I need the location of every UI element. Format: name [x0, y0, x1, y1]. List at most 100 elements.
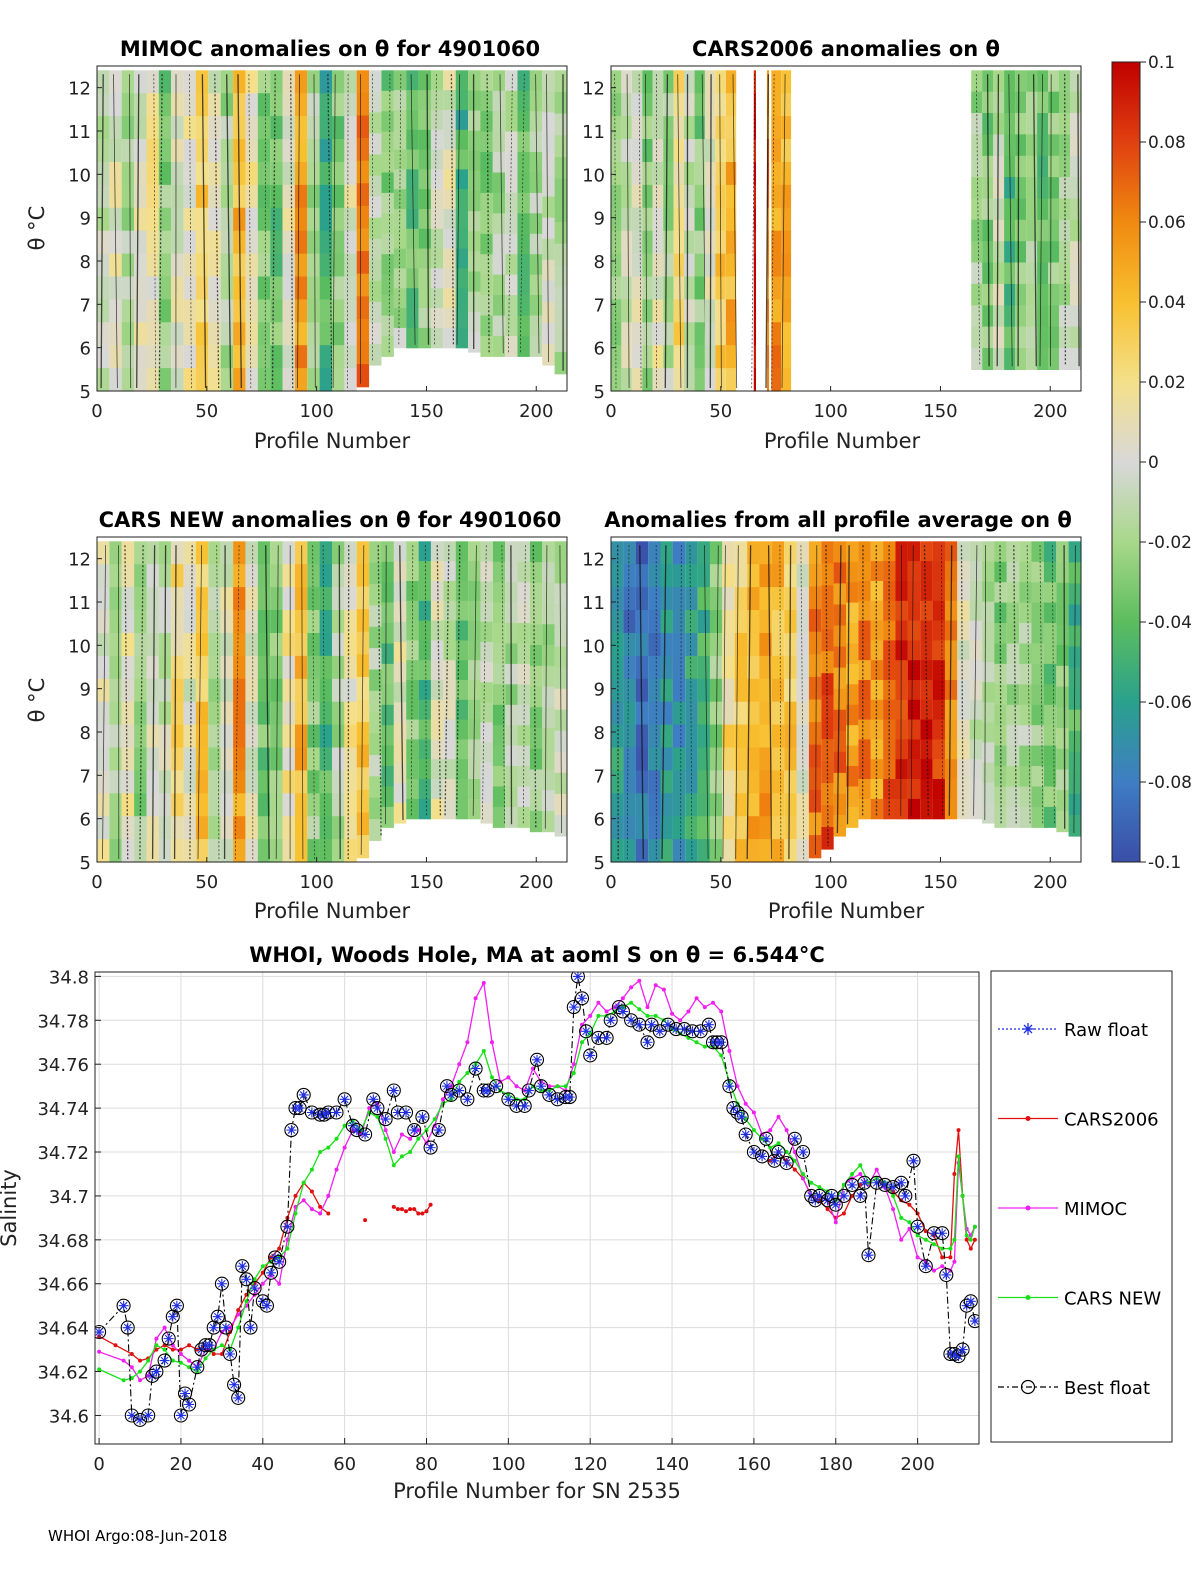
heatmap-cell — [294, 207, 308, 232]
heatmap-cell — [171, 368, 184, 392]
heatmap-cell — [1019, 541, 1032, 563]
heatmap-cell — [660, 839, 673, 863]
raw-float-marker — [949, 1348, 960, 1359]
mimoc-point — [440, 1097, 445, 1102]
heatmap-cell — [734, 816, 748, 840]
heatmap-cell — [146, 678, 159, 703]
heatmap-cell — [685, 793, 698, 817]
heatmap-cell — [307, 116, 320, 140]
cars2006-point — [420, 1211, 425, 1216]
heatmap-cell — [121, 633, 135, 657]
heatmap-cell — [171, 839, 184, 863]
heatmap-cell — [393, 70, 407, 91]
heatmap-cell — [611, 207, 622, 232]
raw-float-marker — [695, 1026, 706, 1037]
heatmap-cell — [858, 581, 871, 602]
mimoc-point — [481, 981, 486, 985]
heatmap-cell — [319, 564, 332, 588]
best-float-marker — [566, 1000, 581, 1015]
heatmap-cell — [663, 299, 674, 323]
heatmap-cell — [307, 162, 320, 186]
heatmap-cell — [468, 110, 481, 132]
heatmap-cell — [480, 274, 493, 296]
heatmap-cell — [1004, 326, 1016, 349]
heatmap-cell — [443, 327, 456, 349]
heatmap-cell — [455, 779, 469, 800]
heatmap-cell — [722, 610, 735, 634]
heatmap-cell — [183, 93, 196, 117]
heatmap-cell — [369, 259, 382, 282]
heatmap-cell — [529, 274, 543, 296]
heatmap-cell — [781, 299, 792, 323]
heatmap-cell — [307, 299, 320, 323]
heatmap-cell — [121, 770, 135, 794]
heatmap-cell — [858, 620, 871, 641]
heatmap-cell — [158, 207, 172, 232]
contour-line — [347, 545, 350, 860]
heatmap-cell — [907, 600, 921, 622]
raw-float-marker — [286, 1125, 297, 1136]
cars2006-point — [404, 1209, 408, 1214]
heatmap-cell — [660, 724, 673, 749]
heatmap-cell — [480, 742, 493, 764]
heatmap-cell — [529, 541, 543, 563]
heatmap-cell — [895, 759, 908, 780]
heatmap-cell — [697, 655, 710, 680]
heatmap-cell — [480, 541, 493, 562]
heatmap-cell — [781, 116, 792, 140]
heatmap-cell — [652, 139, 664, 163]
heatmap-cell — [648, 655, 661, 680]
heatmap-cell — [759, 541, 772, 565]
heatmap-cell — [1019, 745, 1032, 767]
heatmap-cell — [332, 610, 345, 634]
heatmap-cell — [1068, 772, 1081, 795]
heatmap-cell — [759, 587, 772, 611]
heatmap-cell — [381, 295, 394, 316]
heatmap-cell — [648, 610, 661, 634]
heatmap-cell — [307, 816, 320, 840]
heatmap-cell — [109, 184, 122, 209]
heatmap-cell — [332, 299, 345, 323]
heatmap-cell — [121, 793, 135, 817]
cars-new-point — [260, 1264, 265, 1269]
heatmap-cell — [722, 587, 735, 611]
heatmap-cell — [771, 701, 785, 726]
heatmap-cell — [97, 345, 110, 369]
raw-float-marker — [511, 1100, 522, 1111]
heatmap-cell — [146, 345, 159, 369]
heatmap-cell — [781, 253, 792, 278]
heatmap-cell — [344, 230, 357, 255]
heatmap-cell — [1059, 134, 1070, 157]
heatmap-cell — [920, 739, 933, 760]
heatmap-cell — [381, 766, 394, 787]
heatmap-cell — [505, 335, 518, 357]
heatmap-cell — [672, 678, 686, 703]
heatmap-cell — [753, 139, 756, 163]
raw-float-marker — [175, 1410, 186, 1421]
heatmap-cell — [611, 839, 624, 863]
heatmap-cell — [195, 564, 209, 588]
heatmap-cell — [957, 600, 970, 622]
best-float-marker — [603, 1013, 618, 1028]
heatmap-cell — [821, 541, 834, 564]
heatmap-cell — [480, 802, 493, 824]
heatmap-cell — [146, 587, 159, 611]
heatmap-cell — [183, 724, 196, 749]
heatmap-cell — [294, 368, 308, 392]
contour-line — [771, 74, 775, 389]
raw-float-marker — [859, 1177, 870, 1188]
heatmap-cell — [381, 623, 394, 644]
heatmap-cell — [1059, 262, 1070, 285]
heatmap-cell — [1015, 177, 1027, 200]
contour-line — [398, 74, 402, 345]
heatmap-cell — [932, 581, 945, 602]
heatmap-cell — [684, 207, 695, 232]
best-float-marker — [898, 1188, 913, 1203]
heatmap-cell — [121, 276, 135, 300]
y-tick-label: 34.76 — [37, 1055, 89, 1076]
heatmap-cell — [766, 253, 770, 278]
heatmap-cell — [455, 759, 469, 780]
heatmap-cell — [208, 816, 221, 840]
heatmap-cell — [1070, 348, 1081, 370]
heatmap-cell — [492, 582, 506, 604]
